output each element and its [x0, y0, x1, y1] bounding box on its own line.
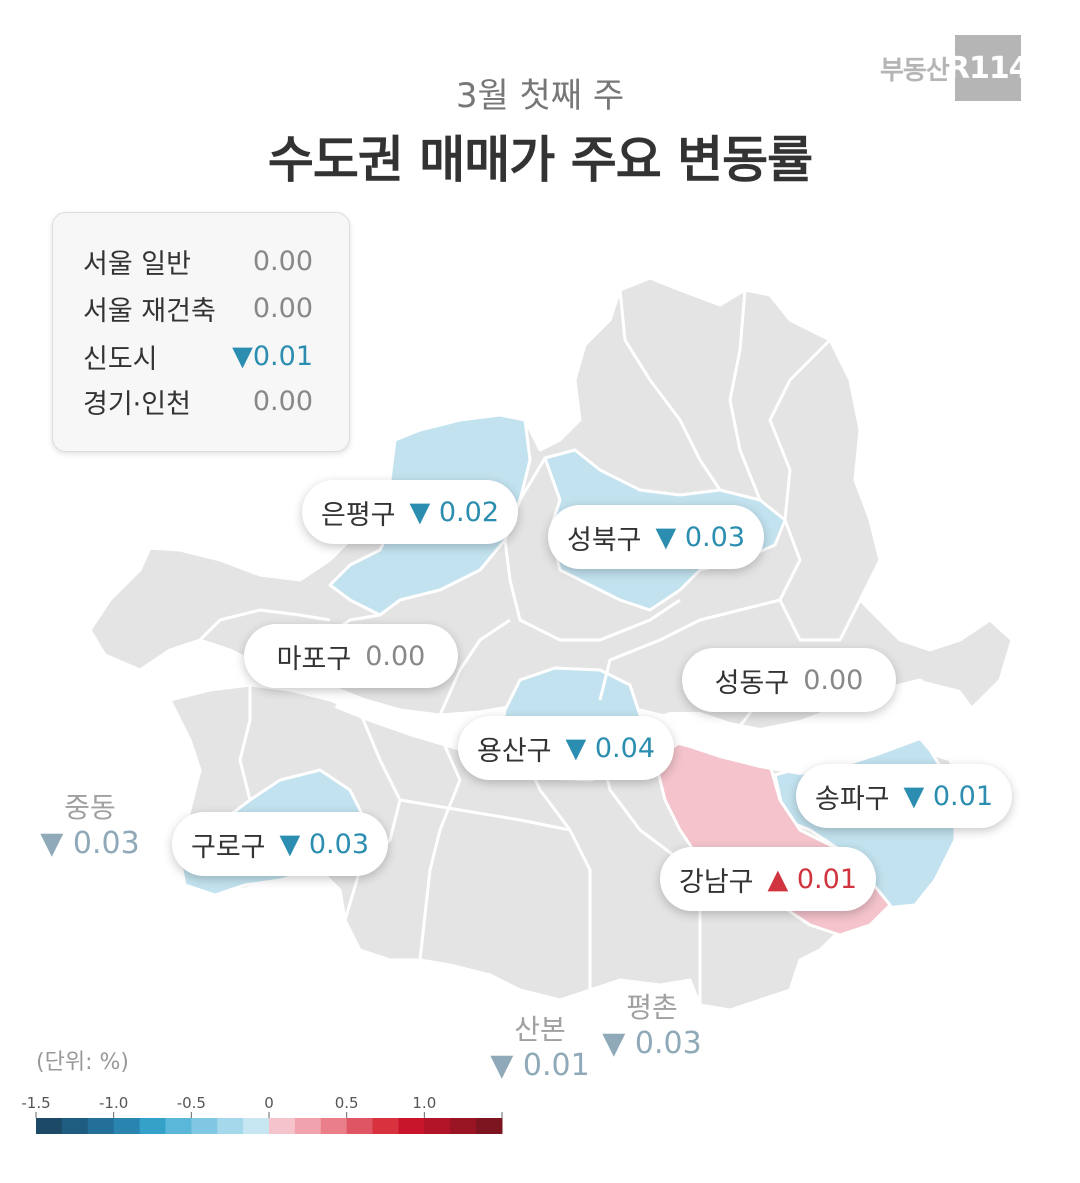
- label-mapo: 마포구 0.00: [244, 624, 458, 688]
- district-value: ▼ 0.03: [655, 521, 745, 553]
- district-value: ▼ 0.03: [279, 828, 369, 860]
- legend-swatch: [398, 1118, 425, 1134]
- summary-value: 0.00: [252, 292, 313, 324]
- district-name: 용산구: [477, 735, 552, 767]
- page-title: 수도권 매매가 주요 변동률: [267, 131, 813, 189]
- logo-mark: R114: [947, 35, 1030, 101]
- legend-swatch: [372, 1118, 399, 1134]
- district-value: 0.00: [803, 664, 864, 696]
- district-name: 구로구: [191, 831, 266, 863]
- summary-label: 경기·인천: [83, 388, 191, 420]
- label-pyeongchon: 평촌 ▼ 0.03: [592, 986, 712, 1061]
- legend-tick-label: 0.5: [335, 1094, 359, 1112]
- legend-swatch: [450, 1118, 477, 1134]
- summary-value: 0.00: [252, 385, 313, 417]
- summary-value: 0.00: [252, 245, 313, 277]
- label-sanbon: 산본 ▼ 0.01: [480, 1008, 600, 1083]
- legend-swatch: [113, 1118, 141, 1134]
- legend-swatch: [217, 1118, 244, 1134]
- area-name: 중동: [64, 791, 116, 824]
- area-name: 평촌: [626, 991, 678, 1024]
- district-name: 강남구: [679, 866, 754, 898]
- legend-tick-label: -1.5: [21, 1094, 50, 1112]
- summary-label: 서울 재건축: [83, 295, 216, 327]
- district-value: ▼ 0.04: [565, 732, 655, 764]
- legend-tick-label: 0: [264, 1094, 274, 1112]
- legend-swatch: [424, 1118, 451, 1134]
- label-gangnam: 강남구 ▲ 0.01: [660, 847, 876, 911]
- summary-row-gyeonggi-incheon: 경기·인천 0.00: [83, 383, 313, 420]
- legend-swatch: [346, 1118, 374, 1134]
- legend-swatch: [476, 1118, 503, 1134]
- label-seongdong: 성동구 0.00: [682, 648, 896, 712]
- summary-row-seoul-rebuild: 서울 재건축 0.00: [83, 290, 313, 327]
- logo-text: 부동산: [880, 55, 950, 86]
- legend-swatch: [165, 1118, 192, 1134]
- summary-panel: 서울 일반 0.00 서울 재건축 0.00 신도시 ▼0.01 경기·인천 0…: [52, 212, 350, 452]
- area-value: ▼ 0.01: [490, 1048, 590, 1083]
- district-name: 성동구: [714, 667, 790, 699]
- legend-tick-label: -1.0: [99, 1094, 128, 1112]
- district-name: 성북구: [567, 524, 642, 556]
- label-yongsan: 용산구 ▼ 0.04: [458, 716, 674, 780]
- logo: 부동산 R114: [880, 35, 1030, 101]
- summary-row-new-town: 신도시 ▼0.01: [83, 338, 313, 375]
- subtitle: 3월 첫째 주: [455, 76, 625, 116]
- label-guro: 구로구 ▼ 0.03: [172, 812, 388, 876]
- legend-tick-label: -0.5: [177, 1094, 206, 1112]
- district-value: ▲ 0.01: [767, 863, 857, 895]
- area-name: 산본: [514, 1013, 566, 1046]
- legend-swatch: [320, 1118, 348, 1134]
- district-value: 0.00: [365, 640, 426, 672]
- legend-swatch: [87, 1118, 115, 1134]
- legend-swatch: [61, 1118, 89, 1134]
- label-eunpyeong: 은평구 ▼ 0.02: [302, 480, 518, 544]
- district-name: 은평구: [321, 499, 396, 531]
- summary-value: ▼0.01: [232, 340, 313, 372]
- summary-row-seoul-general: 서울 일반 0.00: [83, 243, 313, 280]
- legend-swatch: [243, 1118, 270, 1134]
- unit-label: (단위: %): [36, 1050, 129, 1075]
- area-value: ▼ 0.03: [40, 826, 140, 861]
- label-jungdong: 중동 ▼ 0.03: [30, 786, 150, 861]
- legend-swatch: [294, 1118, 322, 1134]
- legend-swatch: [36, 1118, 63, 1134]
- label-seongbuk: 성북구 ▼ 0.03: [548, 505, 764, 569]
- legend-tick-label: 1.0: [412, 1094, 436, 1112]
- district-name: 송파구: [815, 783, 890, 815]
- summary-label: 서울 일반: [83, 248, 191, 280]
- legend-swatch: [139, 1118, 166, 1134]
- legend-swatch: [191, 1118, 218, 1134]
- label-songpa: 송파구 ▼ 0.01: [796, 764, 1012, 828]
- district-name: 마포구: [276, 643, 352, 675]
- district-value: ▼ 0.02: [409, 496, 499, 528]
- area-value: ▼ 0.03: [602, 1026, 702, 1061]
- summary-label: 신도시: [83, 343, 158, 375]
- legend-swatch: [269, 1118, 296, 1134]
- district-value: ▼ 0.01: [903, 780, 993, 812]
